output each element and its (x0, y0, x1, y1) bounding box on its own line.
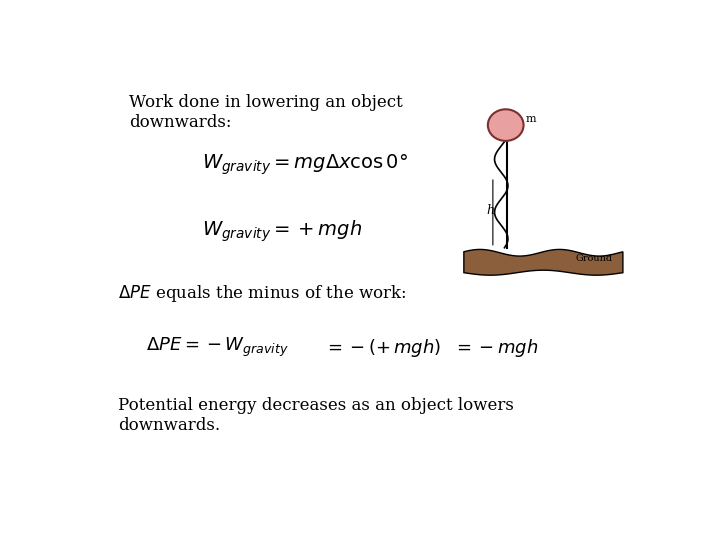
Text: $\Delta PE = -W_{gravity}$: $\Delta PE = -W_{gravity}$ (145, 336, 289, 359)
Text: $W_{gravity} = +mgh$: $W_{gravity} = +mgh$ (202, 218, 361, 244)
Text: h: h (486, 204, 494, 217)
Ellipse shape (488, 109, 523, 141)
Text: Potential energy decreases as an object lowers
downwards.: Potential energy decreases as an object … (118, 397, 514, 434)
Text: $\Delta PE$ equals the minus of the work:: $\Delta PE$ equals the minus of the work… (118, 283, 406, 304)
Text: $= -(+\,mgh)$: $= -(+\,mgh)$ (324, 336, 441, 359)
Text: m: m (526, 114, 536, 124)
Text: $W_{gravity} = mg\Delta x\cos 0°$: $W_{gravity} = mg\Delta x\cos 0°$ (202, 152, 408, 177)
Text: $= -mgh$: $= -mgh$ (453, 336, 538, 359)
Text: Work done in lowering an object
downwards:: Work done in lowering an object downward… (129, 94, 402, 131)
Text: Ground: Ground (575, 254, 613, 262)
Polygon shape (464, 249, 623, 275)
